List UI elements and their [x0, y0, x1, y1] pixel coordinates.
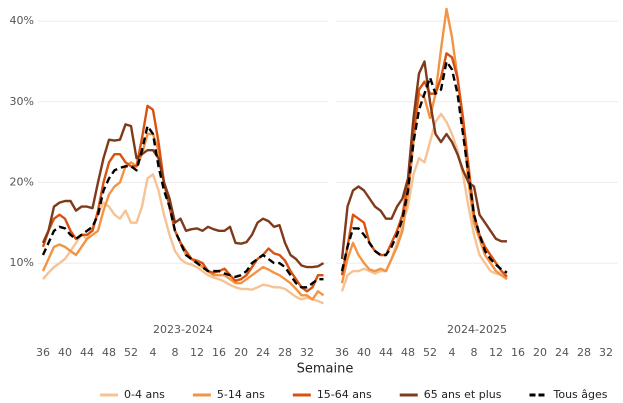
x-tick-label: 12 [489, 346, 503, 359]
x-axis-label: Semaine [297, 362, 354, 377]
x-tick-label: 52 [124, 346, 138, 359]
x-tick-label: 44 [379, 346, 393, 359]
x-tick-label: 28 [577, 346, 591, 359]
legend-item: Tous âges [529, 388, 608, 401]
x-tick-label: 48 [401, 346, 415, 359]
x-tick-label: 32 [599, 346, 613, 359]
y-tick-label: 20% [10, 175, 34, 188]
series-line [41, 123, 325, 269]
x-tick-label: 40 [357, 346, 371, 359]
y-tick-label: 30% [10, 95, 34, 108]
legend-item: 15-64 ans [292, 388, 372, 401]
legend-label: 5-14 ans [217, 388, 265, 401]
series-line [41, 132, 325, 301]
legend-item: 65 ans et plus [399, 388, 502, 401]
x-tick-label: 24 [256, 346, 270, 359]
series-line [340, 52, 508, 278]
series-line [42, 173, 324, 305]
x-tick-label: 4 [150, 346, 157, 359]
x-tick-label: 16 [212, 346, 226, 359]
legend-label: 15-64 ans [317, 388, 372, 401]
x-tick-label: 28 [278, 346, 292, 359]
series-line [340, 60, 507, 260]
x-tick-label: 40 [58, 346, 72, 359]
series-line [340, 112, 508, 292]
legend-label: 0-4 ans [124, 388, 165, 401]
y-tick-label: 40% [10, 14, 34, 27]
x-tick-label: 20 [533, 346, 547, 359]
x-tick-label: 32 [300, 346, 314, 359]
x-tick-label: 16 [511, 346, 525, 359]
series-line [41, 124, 324, 289]
x-tick-label: 24 [555, 346, 569, 359]
x-tick-label: 36 [335, 346, 349, 359]
panel-title: 2023-2024 [153, 323, 213, 336]
legend-label: Tous âges [552, 388, 607, 401]
panel-title: 2024-2025 [447, 323, 507, 336]
legend-item: 5-14 ans [192, 388, 265, 401]
x-tick-label: 44 [80, 346, 94, 359]
legend-label: 65 ans et plus [424, 388, 502, 401]
x-tick-label: 8 [471, 346, 478, 359]
x-tick-label: 4 [449, 346, 456, 359]
x-tick-label: 36 [36, 346, 50, 359]
legend-item: 0-4 ans [100, 388, 165, 401]
x-tick-label: 48 [102, 346, 116, 359]
x-tick-label: 12 [190, 346, 204, 359]
x-tick-label: 20 [234, 346, 248, 359]
series-line [340, 7, 508, 284]
x-tick-label: 8 [172, 346, 179, 359]
x-tick-label: 52 [423, 346, 437, 359]
y-tick-label: 10% [10, 256, 34, 269]
series-line [340, 60, 508, 274]
